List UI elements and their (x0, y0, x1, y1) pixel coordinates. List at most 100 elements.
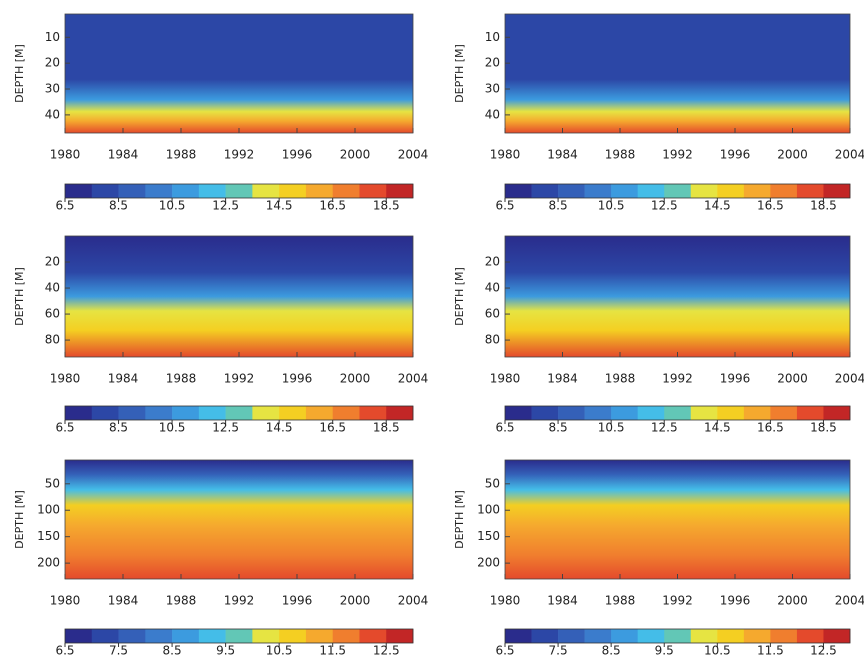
colorbar-box (65, 184, 93, 198)
colorbar-box (65, 629, 93, 643)
colorbar-box (505, 406, 532, 420)
y-tick-label: 100 (37, 503, 60, 517)
colorbar-box (172, 629, 200, 643)
colorbar-box (664, 629, 692, 643)
colorbar-tick-label: 11.5 (319, 644, 346, 658)
x-tick-label: 1996 (282, 594, 313, 608)
colorbar-box (172, 406, 200, 420)
colorbar-tick-label: 8.5 (109, 199, 128, 213)
colorbar-box (743, 184, 771, 198)
contour-field (504, 235, 851, 358)
colorbar-box (637, 629, 665, 643)
x-tick-label: 1988 (605, 148, 636, 162)
colorbar-box (690, 629, 718, 643)
colorbar-box (823, 184, 851, 198)
y-tick-label: 10 (45, 30, 60, 44)
colorbar-box (584, 629, 612, 643)
x-tick-label: 2004 (835, 372, 864, 386)
y-tick-label: 150 (37, 529, 60, 543)
x-tick-label: 2000 (340, 148, 371, 162)
colorbar-box (796, 184, 824, 198)
y-axis-label: DEPTH [M] (453, 490, 466, 549)
colorbar-box (584, 184, 612, 198)
x-tick-label: 2000 (777, 594, 808, 608)
x-tick-label: 1984 (108, 594, 139, 608)
colorbar-box (279, 629, 307, 643)
colorbar-frame (504, 628, 851, 644)
x-tick-label: 1984 (108, 148, 139, 162)
colorbar-tick-label: 10.5 (159, 199, 186, 213)
x-tick-label: 2000 (340, 372, 371, 386)
colorbar-tick-label: 12.5 (373, 644, 400, 658)
x-tick-label: 1984 (108, 372, 139, 386)
colorbar-tick-label: 10.5 (266, 644, 293, 658)
x-tick-label: 1988 (605, 372, 636, 386)
colorbar-tick-label: 10.5 (598, 199, 625, 213)
x-tick-label: 1984 (547, 372, 578, 386)
colorbar-box (531, 184, 559, 198)
x-tick-label: 2004 (835, 594, 864, 608)
x-tick-label: 1988 (166, 594, 197, 608)
y-tick-label: 40 (45, 107, 60, 121)
colorbar-tick-label: 12.5 (212, 421, 239, 435)
x-tick-label: 1996 (720, 372, 751, 386)
colorbar-box (252, 406, 280, 420)
y-tick-label: 30 (45, 82, 60, 96)
colorbar-tick-label: 16.5 (757, 421, 784, 435)
x-tick-label: 2004 (398, 372, 429, 386)
colorbar-box (611, 406, 638, 420)
y-tick-label: 20 (45, 56, 60, 70)
colorbar-tick-label: 12.5 (651, 199, 678, 213)
x-tick-label: 1996 (720, 148, 751, 162)
x-tick-label: 1980 (50, 594, 81, 608)
colorbar-tick-label: 14.5 (704, 421, 731, 435)
x-tick-label: 1992 (662, 372, 693, 386)
colorbar-box (664, 184, 692, 198)
colorbar-box (717, 629, 745, 643)
colorbar-box (823, 406, 851, 420)
x-tick-label: 1996 (282, 372, 313, 386)
y-tick-label: 150 (477, 529, 500, 543)
colorbar-tick-label: 12.5 (810, 644, 837, 658)
colorbar-box (65, 406, 93, 420)
colorbar-box (690, 184, 718, 198)
y-axis-label: DEPTH [M] (13, 490, 26, 549)
colorbar-frame (504, 183, 851, 199)
x-tick-label: 1984 (547, 594, 578, 608)
colorbar-box (332, 406, 360, 420)
colorbar-box (531, 629, 559, 643)
x-tick-label: 1980 (490, 594, 521, 608)
x-tick-label: 1992 (662, 148, 693, 162)
y-tick-label: 50 (485, 476, 500, 490)
colorbar-box (690, 406, 718, 420)
colorbar-tick-label: 18.5 (810, 421, 837, 435)
colorbar-box (717, 406, 745, 420)
y-tick-label: 200 (477, 556, 500, 570)
x-tick-label: 1980 (490, 372, 521, 386)
colorbar-box (770, 406, 798, 420)
x-tick-label: 1988 (166, 148, 197, 162)
x-tick-label: 1984 (547, 148, 578, 162)
colorbar-box (823, 629, 851, 643)
colorbar-box (558, 184, 585, 198)
colorbar-box (664, 406, 692, 420)
y-tick-label: 30 (485, 82, 500, 96)
colorbar-box (332, 629, 360, 643)
colorbar-tick-label: 8.5 (109, 421, 128, 435)
y-tick-label: 50 (45, 476, 60, 490)
colorbar-tick-label: 6.5 (55, 644, 74, 658)
colorbar-box (198, 184, 226, 198)
colorbar-box (198, 406, 226, 420)
colorbar-box (305, 406, 333, 420)
colorbar-box (743, 629, 771, 643)
y-tick-label: 80 (485, 333, 500, 347)
colorbar-frame (504, 405, 851, 421)
colorbar-box (386, 184, 414, 198)
colorbar-tick-label: 8.5 (549, 421, 568, 435)
y-tick-label: 20 (485, 56, 500, 70)
colorbar-tick-label: 8.5 (163, 644, 182, 658)
y-tick-label: 40 (485, 281, 500, 295)
colorbar-box (637, 184, 665, 198)
colorbar-box (717, 184, 745, 198)
colorbar-tick-label: 11.5 (757, 644, 784, 658)
